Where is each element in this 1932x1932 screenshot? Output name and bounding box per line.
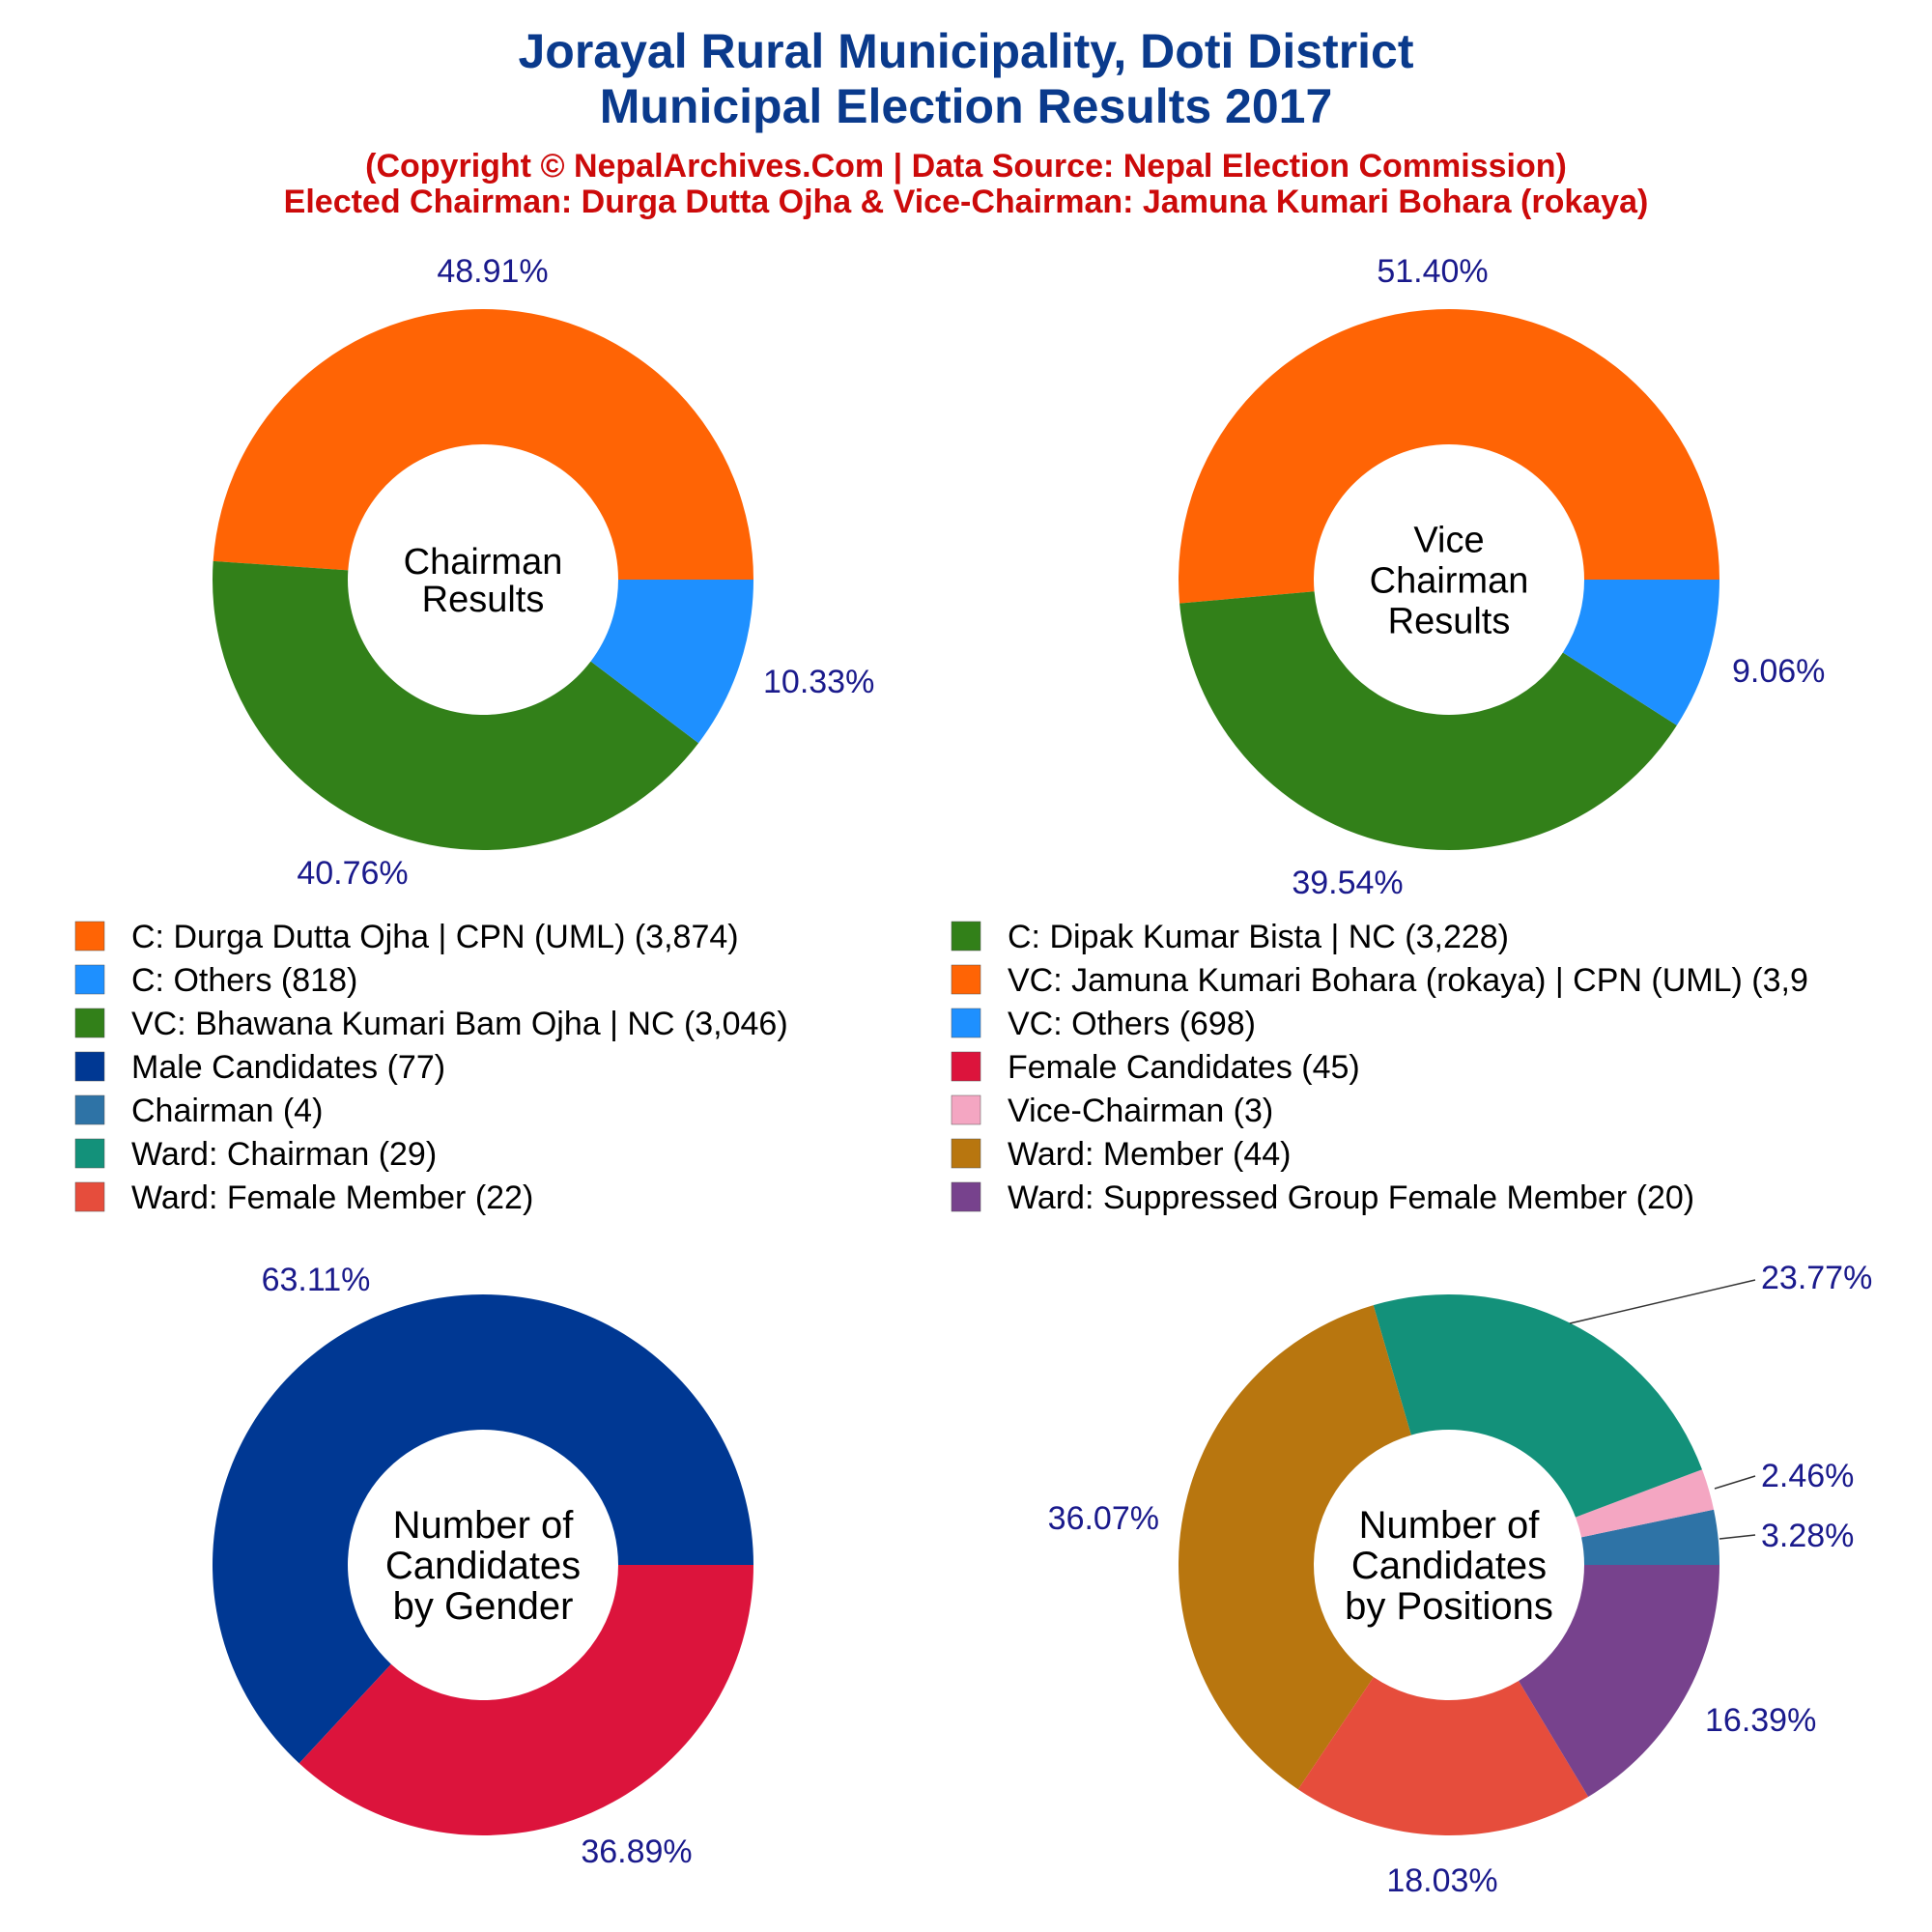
legend-swatch (74, 1008, 105, 1038)
legend-item: VC: Others (698) (951, 1006, 1256, 1042)
legend-label: VC: Jamuna Kumari Bohara (rokaya) | CPN … (1008, 962, 1808, 999)
legend-label: VC: Others (698) (1008, 1006, 1256, 1042)
legend-item: Ward: Female Member (22) (74, 1179, 533, 1216)
legend-swatch (74, 964, 105, 995)
legend-swatch (74, 921, 105, 952)
legend-item: Vice-Chairman (3) (951, 1093, 1273, 1129)
slice-percent-label: 18.03% (1386, 1862, 1497, 1899)
legend-swatch (74, 1138, 105, 1169)
legend-swatch (74, 1181, 105, 1212)
legend-swatch (74, 1051, 105, 1082)
pie-slice (1562, 580, 1719, 725)
slice-percent-label: 36.89% (581, 1833, 692, 1870)
legend-item: Ward: Suppressed Group Female Member (20… (951, 1179, 1694, 1216)
slice-percent-label: 16.39% (1705, 1702, 1816, 1739)
legend-item: Male Candidates (77) (74, 1049, 445, 1086)
legend: C: Durga Dutta Ojha | CPN (UML) (3,874) C… (74, 919, 1808, 1216)
donut-center-label: Candidates (385, 1545, 581, 1587)
slice-percent-label: 36.07% (1048, 1500, 1159, 1537)
slice-percent-label: 23.77% (1761, 1260, 1872, 1296)
pie-slice (1297, 1677, 1589, 1836)
pie-slice (213, 308, 754, 580)
pie-slice (213, 560, 699, 851)
pie-slice (1178, 1305, 1411, 1790)
leader-line (1714, 1475, 1756, 1490)
legend-item: Ward: Chairman (29) (74, 1136, 437, 1173)
leader-line (1569, 1279, 1756, 1324)
legend-label: C: Others (818) (131, 962, 357, 999)
pie-slice (298, 1565, 753, 1836)
slice-percent-label: 10.33% (763, 664, 874, 700)
donut-center-label: Results (1388, 601, 1511, 641)
chart-title-line-2: Municipal Election Results 2017 (600, 79, 1333, 133)
slice-percent-label: 51.40% (1377, 253, 1488, 290)
donut-center-label: Chairman (404, 542, 563, 582)
slice-percent-label: 39.54% (1292, 865, 1403, 901)
legend-item: Ward: Member (44) (951, 1136, 1291, 1173)
legend-label: Ward: Member (44) (1008, 1136, 1291, 1173)
donut-chart-4: 3.28% 2.46% 23.77% 36.07% 18.03% 16.39% Number… (1048, 1260, 1873, 1899)
legend-label: Vice-Chairman (3) (1008, 1093, 1273, 1129)
donut-center-label: Chairman (1370, 560, 1529, 601)
legend-label: Chairman (4) (131, 1093, 323, 1129)
legend-label: C: Dipak Kumar Bista | NC (3,228) (1008, 919, 1509, 955)
legend-item: Chairman (4) (74, 1093, 323, 1129)
pie-slice (1179, 591, 1677, 850)
slice-percent-label: 40.76% (297, 855, 408, 892)
pie-slice (213, 1294, 753, 1764)
donut-center-label: Number of (1359, 1504, 1541, 1547)
slice-percent-label: 9.06% (1732, 653, 1825, 690)
legend-swatch (951, 1051, 981, 1082)
pie-slice (1575, 1469, 1715, 1538)
leader-line (1719, 1534, 1756, 1540)
legend-swatch (74, 1094, 105, 1125)
pie-slice (1373, 1294, 1702, 1518)
chart-title-line-1: Jorayal Rural Municipality, Doti Distric… (518, 24, 1413, 78)
legend-item: VC: Bhawana Kumari Bam Ojha | NC (3,046) (74, 1006, 788, 1042)
slice-percent-label: 2.46% (1761, 1458, 1854, 1494)
legend-item: C: Others (818) (74, 962, 357, 999)
donut-center-label: by Positions (1345, 1585, 1553, 1628)
donut-charts: 48.91%40.76%10.33%ChairmanResults51.40%3… (213, 253, 1872, 1899)
legend-label: Ward: Female Member (22) (131, 1179, 533, 1216)
donut-center-label: Vice (1413, 520, 1484, 560)
legend-swatch (951, 1094, 981, 1125)
legend-label: Ward: Chairman (29) (131, 1136, 437, 1173)
pie-slice (1519, 1565, 1719, 1798)
copyright-subtitle: (Copyright © NepalArchives.Com | Data So… (365, 148, 1567, 185)
donut-center-label: Number of (393, 1504, 575, 1547)
slice-percent-label: 48.91% (437, 253, 548, 290)
pie-slice (590, 580, 753, 744)
legend-item: VC: Jamuna Kumari Bohara (rokaya) | CPN … (951, 962, 1808, 999)
donut-center-label: by Gender (393, 1585, 574, 1628)
legend-item: Female Candidates (45) (951, 1049, 1360, 1086)
legend-label: VC: Bhawana Kumari Bam Ojha | NC (3,046) (131, 1006, 788, 1042)
pie-slice (1581, 1509, 1719, 1565)
donut-center-label: Results (422, 580, 545, 620)
slice-percent-label: 3.28% (1761, 1518, 1854, 1554)
elected-officials-subtitle: Elected Chairman: Durga Dutta Ojha & Vic… (284, 184, 1649, 220)
donut-center-label: Candidates (1351, 1545, 1547, 1587)
legend-swatch (951, 1008, 981, 1038)
legend-item: C: Durga Dutta Ojha | CPN (UML) (3,874) (74, 919, 739, 955)
legend-item: C: Dipak Kumar Bista | NC (3,228) (951, 919, 1509, 955)
legend-swatch (951, 921, 981, 952)
legend-swatch (951, 964, 981, 995)
legend-label: C: Durga Dutta Ojha | CPN (UML) (3,874) (131, 919, 739, 955)
legend-swatch (951, 1181, 981, 1212)
legend-label: Female Candidates (45) (1008, 1049, 1360, 1086)
legend-label: Male Candidates (77) (131, 1049, 445, 1086)
legend-swatch (951, 1138, 981, 1169)
legend-label: Ward: Suppressed Group Female Member (20… (1008, 1179, 1694, 1216)
pie-slice (1179, 308, 1719, 604)
slice-percent-label: 63.11% (262, 1262, 371, 1298)
